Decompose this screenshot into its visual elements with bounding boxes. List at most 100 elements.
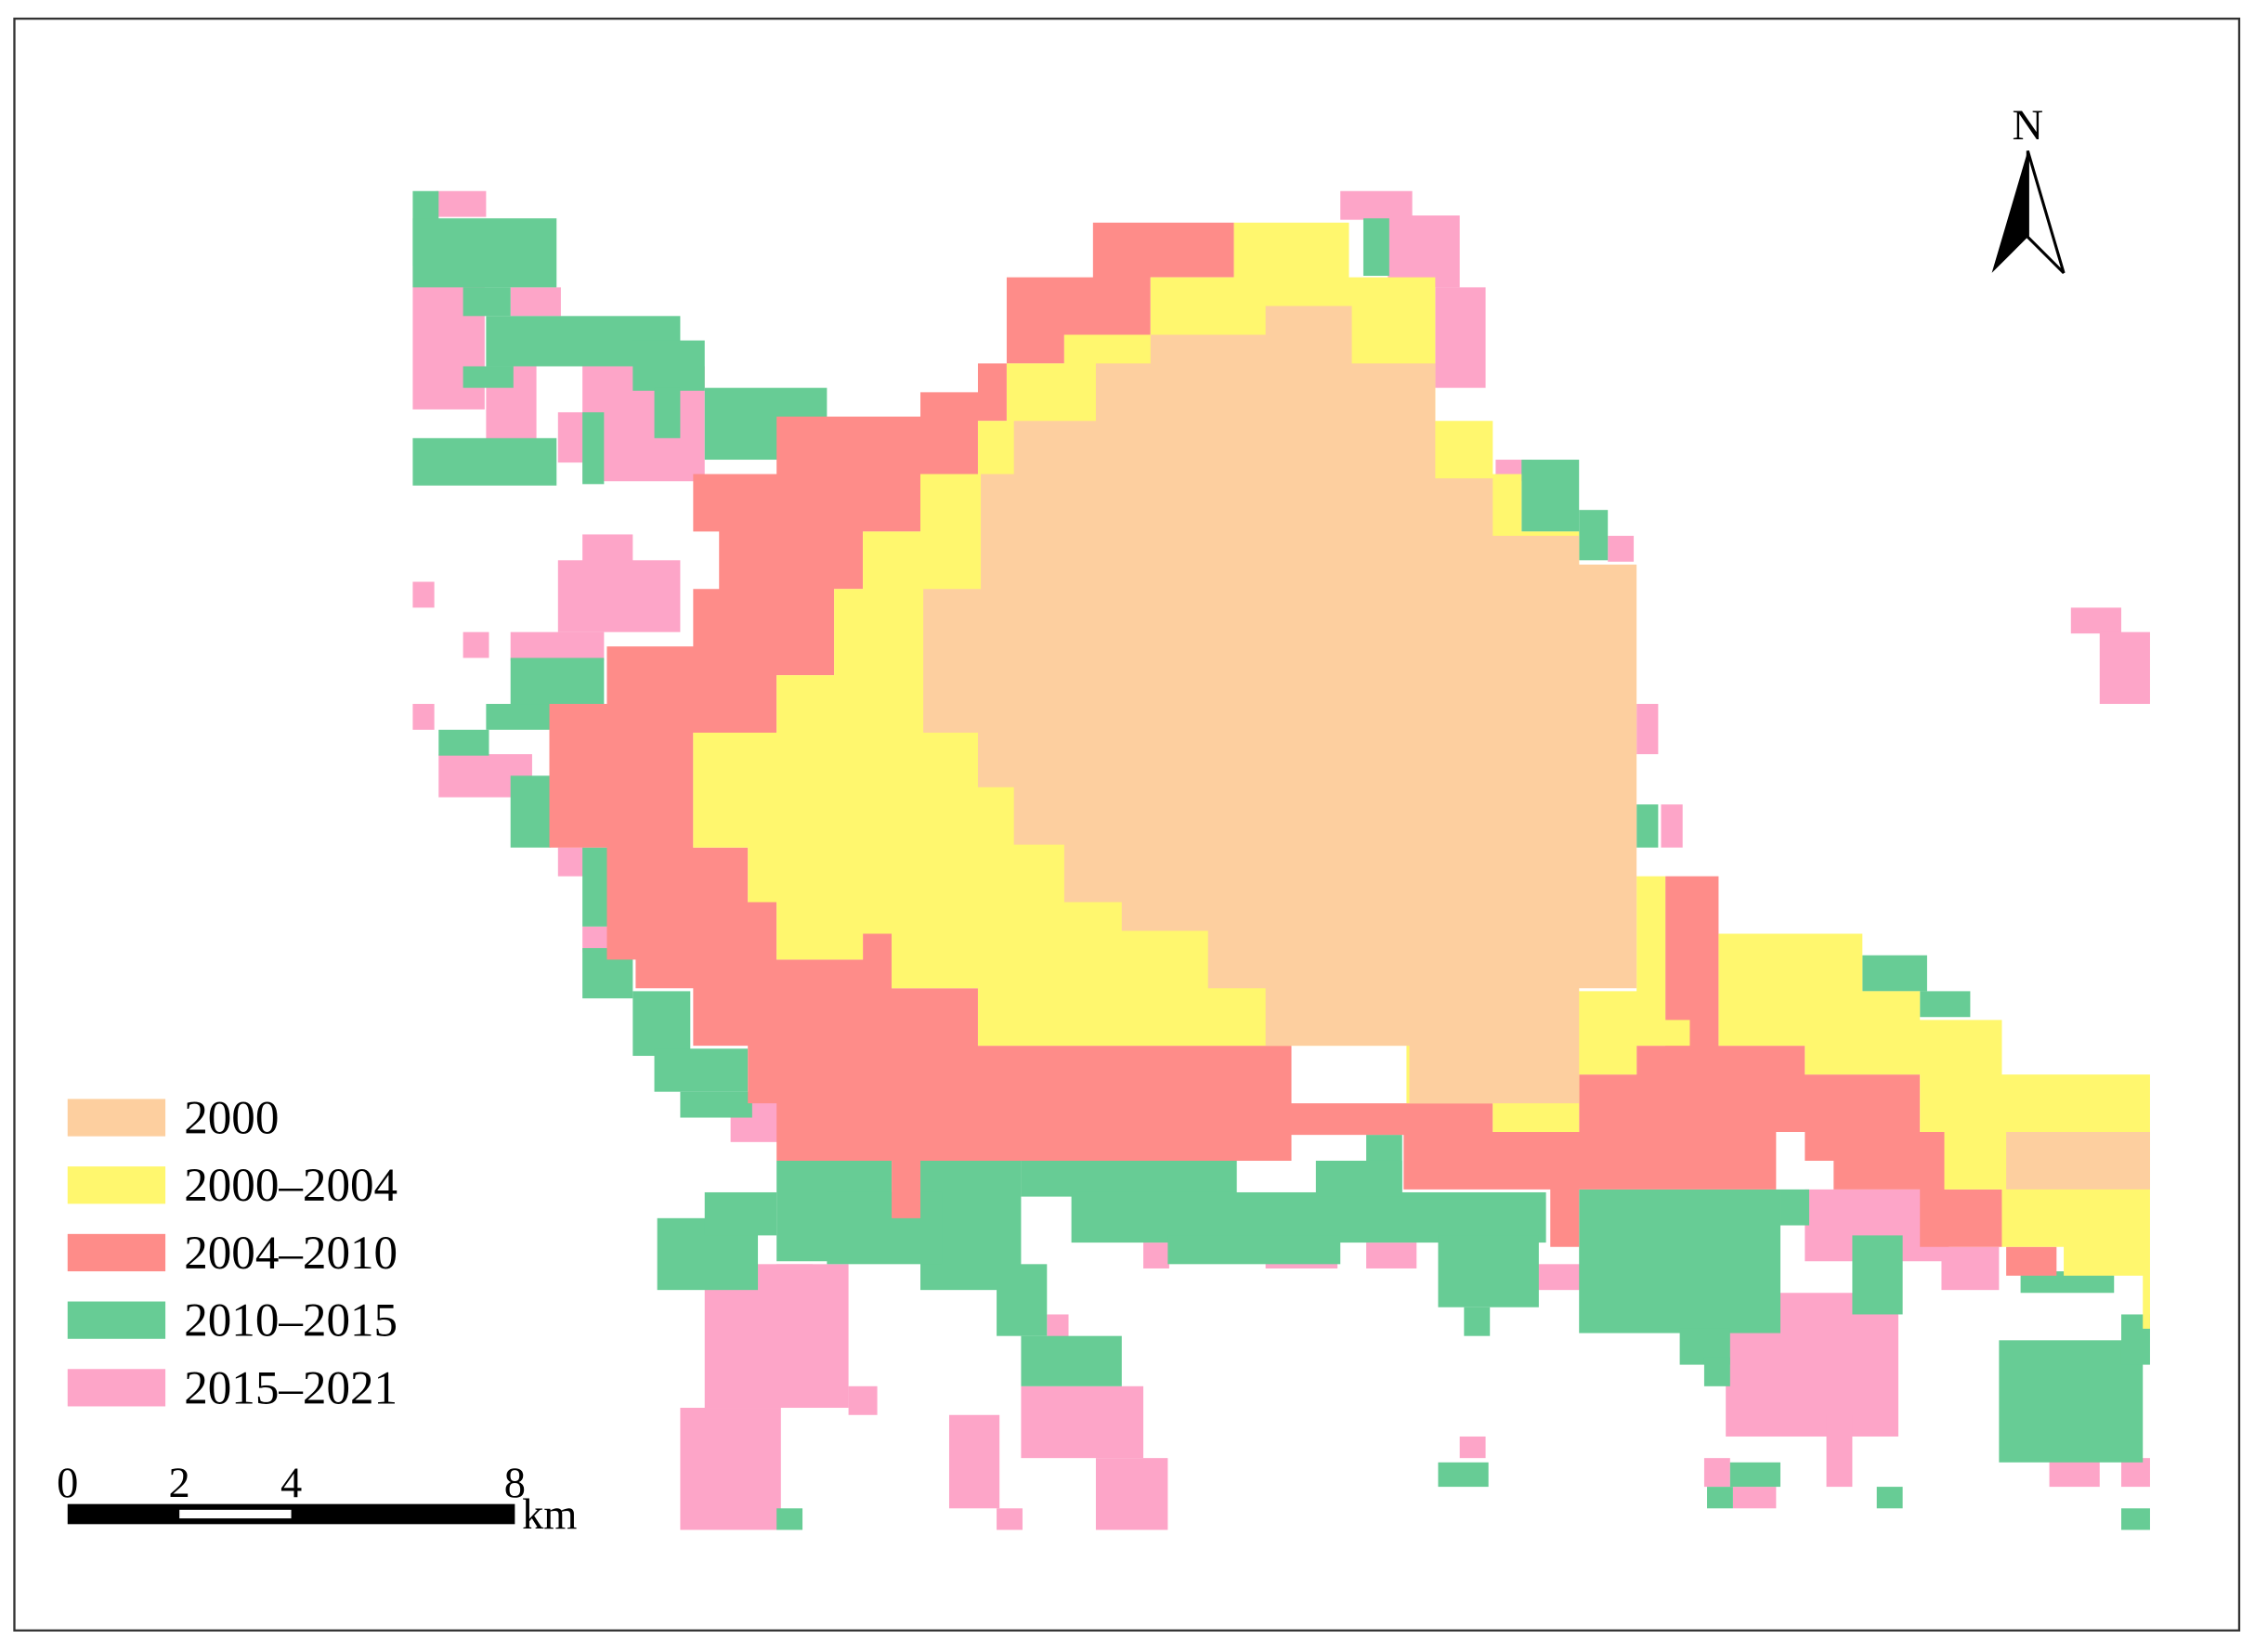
zone-2000 [2006, 1132, 2150, 1190]
zone-cell [557, 847, 584, 877]
zone-cell [1095, 1458, 1168, 1530]
zone-cell [2020, 1271, 2115, 1294]
zone-cell [1636, 804, 1659, 848]
scale-tick-label: 0 [57, 1460, 78, 1507]
zone-cell [438, 729, 489, 756]
zone-cell [2099, 631, 2150, 705]
zone-cell [582, 411, 605, 485]
zone-cell [1862, 955, 1927, 992]
zone-cell [1315, 1160, 1402, 1197]
zone-cell [1579, 1189, 1781, 1333]
zone-cell [632, 991, 691, 1057]
zone-cell [510, 287, 561, 317]
legend-swatch [67, 1301, 166, 1339]
legend-label: 2015–2021 [184, 1361, 398, 1414]
zone-cell [1143, 1242, 1169, 1268]
zone-cell [2070, 607, 2121, 634]
legend-swatch [67, 1166, 166, 1204]
zone-cell [463, 287, 511, 317]
legend-swatch [67, 1233, 166, 1272]
scale-unit: km [522, 1491, 577, 1539]
scale-bar-segment [179, 1509, 292, 1519]
zone-cell [510, 657, 605, 709]
zone-cell [1021, 1160, 1237, 1197]
zone-2010-2015 [412, 190, 2150, 1530]
zone-cell [827, 1191, 943, 1265]
zone-cell [1780, 1189, 1809, 1226]
zone-2000 [923, 306, 1637, 1104]
zone-cell [632, 340, 705, 391]
zones [412, 190, 2150, 1530]
zone-cell [1021, 1385, 1144, 1459]
zone-cell [412, 437, 557, 486]
legend: 2000 2000–2004 2004–2010 2010–2015 2015–2021 [67, 1092, 398, 1414]
scale-bar-body [67, 1503, 515, 1525]
zone-cell [1999, 1340, 2144, 1463]
zone-cell [704, 1191, 777, 1236]
zone-cell [654, 387, 681, 438]
legend-swatch [67, 1369, 166, 1407]
zone-cell [1729, 1462, 1781, 1488]
zone-cell [1535, 1264, 1586, 1291]
zone-cell [1167, 1235, 1341, 1265]
zone-cell [412, 218, 557, 288]
zone-cell [1703, 1357, 1730, 1386]
zone-cell [463, 631, 489, 658]
scale-tick-label: 8 [504, 1460, 526, 1507]
zone-cell [1071, 1191, 1546, 1243]
legend-swatch [67, 1099, 166, 1137]
zone-cell [486, 704, 552, 730]
zone-cell [1464, 1307, 1491, 1336]
zone-cell [1608, 536, 1635, 562]
zone-cell [1459, 1436, 1486, 1459]
zone-cell [1521, 460, 1580, 532]
zone-cell [848, 1385, 878, 1415]
legend-label: 2000 [184, 1092, 279, 1145]
zone-cell [1707, 1487, 1733, 1509]
zone-cell [680, 1408, 781, 1530]
legend-label: 2000–2004 [184, 1159, 398, 1212]
zone-cell [557, 411, 587, 463]
legend-label: 2010–2015 [184, 1294, 398, 1347]
zone-cell [1579, 510, 1609, 561]
zone-cell [1362, 218, 1389, 277]
zone-cell [1852, 1235, 1903, 1315]
zone-cell [557, 560, 681, 632]
zone-cell [1366, 1242, 1417, 1268]
zone-2004-2010 [1006, 222, 1234, 364]
zone-cell [2120, 1458, 2150, 1488]
zone-cell [463, 366, 514, 388]
zone-cell [1636, 704, 1659, 755]
zone-cell [776, 1508, 803, 1530]
zone-cell [1661, 804, 1683, 848]
zone-cell [1438, 1235, 1539, 1307]
legend-label: 2004–2010 [184, 1227, 398, 1280]
zone-cell [1438, 1462, 1489, 1488]
zone-cell [680, 1091, 752, 1118]
zone-cell [997, 1508, 1023, 1530]
zone-cell [776, 1264, 813, 1351]
zone-cell [654, 1048, 749, 1092]
zone-cell [1388, 215, 1460, 288]
zone-cell [1703, 1458, 1730, 1488]
zone-cell [412, 704, 435, 730]
zone-cell [1920, 991, 1971, 1018]
zone-cell [1435, 287, 1486, 388]
zone-cell [436, 190, 487, 217]
zone-cell [1826, 1414, 1853, 1488]
zone-cell [948, 1414, 1000, 1509]
zone-cell [2120, 1508, 2150, 1530]
north-arrow-right [2026, 150, 2066, 275]
zone-cell [1340, 190, 1413, 220]
zone-cell [1021, 1335, 1122, 1386]
zone-cell [582, 847, 609, 927]
scale-tick-label: 4 [280, 1460, 302, 1507]
zone-2000-2004 [1718, 933, 2150, 1329]
zone-cell [510, 775, 552, 848]
zone-cell [510, 631, 605, 661]
zone-cell [1732, 1487, 1777, 1509]
scale-tick-label: 2 [169, 1460, 190, 1507]
north-label: N [2013, 102, 2044, 150]
zone-2004-2010 [549, 363, 2057, 1276]
